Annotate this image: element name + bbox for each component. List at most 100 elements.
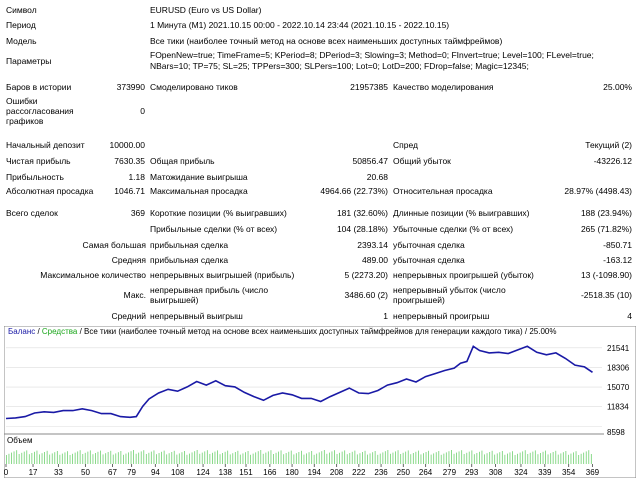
profit-trades-label: Прибыльные сделки (% от всех) bbox=[150, 224, 278, 234]
volume-bar bbox=[18, 454, 20, 464]
volume-bar bbox=[28, 454, 30, 464]
volume-bar bbox=[153, 450, 155, 464]
abs-drawdown-label: Абсолютная просадка bbox=[6, 186, 94, 196]
legend-balance: Баланс bbox=[8, 327, 36, 336]
volume-bar bbox=[514, 455, 516, 464]
volume-bar bbox=[237, 450, 239, 464]
volume-bar bbox=[229, 454, 231, 464]
avg-wins-label: непрерывный выигрыш bbox=[150, 311, 243, 321]
y-tick-label: 15070 bbox=[607, 383, 630, 392]
volume-bar bbox=[423, 453, 424, 464]
profit-factor-label: Прибыльность bbox=[6, 172, 64, 182]
x-tick-label: 339 bbox=[538, 468, 552, 477]
max-count-label: Максимальное количество bbox=[40, 270, 146, 280]
volume-bar bbox=[173, 450, 175, 464]
volume-bar bbox=[313, 454, 315, 464]
volume-bar bbox=[123, 454, 124, 464]
volume-bar bbox=[145, 454, 147, 464]
volume-bar bbox=[491, 450, 493, 464]
spread-value: Текущий (2) bbox=[585, 140, 632, 150]
volume-bar bbox=[275, 452, 277, 464]
volume-bar bbox=[565, 451, 567, 464]
volume-bar bbox=[214, 451, 216, 464]
volume-bar bbox=[496, 453, 498, 464]
volume-bar bbox=[501, 451, 503, 464]
volume-bar bbox=[36, 450, 38, 464]
x-tick-label: 354 bbox=[562, 468, 576, 477]
volume-bar bbox=[382, 452, 384, 464]
volume-bar bbox=[201, 452, 203, 464]
volume-bar bbox=[443, 453, 445, 464]
long-positions-value: 188 (23.94%) bbox=[580, 208, 632, 218]
volume-bar bbox=[51, 453, 53, 464]
volume-bar bbox=[44, 452, 45, 464]
quality-label: Качество моделирования bbox=[393, 82, 494, 92]
volume-bar bbox=[349, 453, 351, 464]
volume-bar bbox=[400, 454, 402, 464]
volume-bar bbox=[570, 453, 572, 464]
volume-bar bbox=[504, 454, 506, 464]
maximal-label: Макс. bbox=[123, 290, 146, 300]
errors-value: 0 bbox=[140, 106, 145, 116]
volume-bar bbox=[181, 452, 183, 464]
volume-bar bbox=[331, 451, 333, 464]
volume-bar bbox=[69, 455, 71, 464]
spread-label: Спред bbox=[393, 140, 418, 150]
volume-bar bbox=[529, 452, 531, 464]
quality-value: 25.00% bbox=[603, 82, 632, 92]
symbol-value: EURUSD (Euro vs US Dollar) bbox=[150, 5, 262, 15]
x-axis: 0 17 33 50 67 79 94 108 124 138 151 166 180 194 208 222… bbox=[4, 464, 600, 477]
volume-bar bbox=[351, 451, 353, 464]
volume-bar bbox=[150, 451, 152, 464]
balance-series-line bbox=[5, 345, 593, 420]
volume-bar bbox=[384, 451, 386, 464]
params-label: Параметры bbox=[6, 56, 52, 66]
volume-bar bbox=[532, 451, 534, 464]
ticks-value: 21957385 bbox=[350, 82, 388, 92]
volume-bar bbox=[519, 452, 521, 464]
volume-bar bbox=[206, 450, 208, 464]
volume-bar bbox=[191, 452, 193, 464]
volume-bar bbox=[407, 450, 409, 464]
model-value: Все тики (наиболее точный метод на основ… bbox=[150, 36, 503, 46]
y-tick-label: 11834 bbox=[607, 403, 629, 412]
volume-bar bbox=[397, 450, 399, 464]
volume-bar bbox=[257, 451, 259, 464]
volume-bar bbox=[39, 454, 40, 464]
period-value: 1 Минута (M1) 2021.10.15 00:00 - 2022.10… bbox=[150, 20, 450, 30]
volume-bar bbox=[133, 450, 134, 464]
volume-bar bbox=[395, 451, 396, 464]
volume-bar bbox=[49, 454, 51, 464]
x-tick-label: 236 bbox=[374, 468, 388, 477]
volume-bar bbox=[298, 452, 300, 464]
volume-bar bbox=[588, 450, 590, 464]
volume-bar bbox=[59, 454, 61, 464]
volume-bar bbox=[217, 450, 218, 464]
gross-profit-value: 50856.47 bbox=[352, 156, 388, 166]
volume-bar bbox=[326, 453, 328, 464]
average-profit-label: прибыльная сделка bbox=[150, 255, 229, 265]
volume-bar bbox=[222, 453, 223, 464]
volume-bar bbox=[115, 453, 117, 464]
volume-bar bbox=[537, 454, 539, 464]
volume-bar bbox=[435, 452, 437, 464]
volume-bar bbox=[16, 450, 18, 464]
expected-payoff-label: Матожидание выигрыша bbox=[150, 172, 248, 182]
avg-losses-value: 4 bbox=[627, 311, 632, 321]
volume-bar bbox=[364, 450, 366, 464]
volume-bar bbox=[224, 451, 226, 464]
gross-loss-value: -43226.12 bbox=[593, 156, 632, 166]
volume-bar bbox=[367, 454, 368, 464]
max-losses-label: непрерывных проигрышей (убыток) bbox=[393, 270, 534, 280]
volume-bar bbox=[250, 454, 251, 464]
volume-bar bbox=[110, 450, 112, 464]
volume-bar bbox=[522, 451, 524, 464]
volume-bar bbox=[72, 453, 73, 464]
max-drawdown-value: 4964.66 (22.73%) bbox=[320, 186, 388, 196]
average-profit-value: 489.00 bbox=[362, 255, 388, 265]
y-tick-label: 18306 bbox=[607, 363, 630, 372]
volume-bar bbox=[186, 454, 188, 464]
volume-bar bbox=[499, 452, 501, 464]
volume-bar bbox=[105, 453, 107, 464]
volume-bar bbox=[199, 453, 201, 464]
